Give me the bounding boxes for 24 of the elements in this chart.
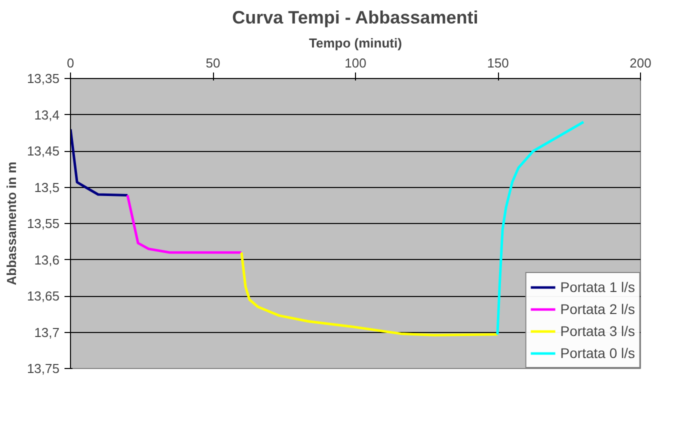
legend-label: Portata 1 l/s [560, 279, 635, 295]
y-tick-label: 13,4 [34, 107, 60, 122]
legend-label: Portata 0 l/s [560, 345, 635, 361]
y-tick-label: 13,55 [26, 216, 60, 231]
x-tick-label: 0 [66, 56, 74, 70]
chart-title: Curva Tempi - Abbassamenti [232, 8, 478, 28]
y-tick-label: 13,75 [26, 361, 60, 376]
y-tick-label: 13,7 [34, 324, 60, 340]
x-tick-label: 50 [206, 56, 220, 70]
y-axis-title: Abbassamento in m [4, 162, 19, 286]
y-tick-label: 13,6 [34, 252, 60, 268]
y-tick-label: 13,45 [26, 144, 60, 158]
x-tick-label: 150 [487, 56, 509, 70]
y-tick-label: 13,35 [26, 71, 60, 86]
x-axis-title: Tempo (minuti) [309, 36, 402, 50]
x-tick-label: 100 [344, 56, 366, 70]
x-tick-label: 200 [630, 56, 652, 70]
line-series [70, 128, 129, 196]
y-tick-label: 13,65 [26, 288, 60, 304]
y-tick-label: 13,5 [34, 180, 60, 195]
line-series [240, 251, 499, 336]
legend-label: Portata 2 l/s [560, 301, 635, 317]
line-series [126, 194, 242, 254]
legend-label: Portata 3 l/s [560, 323, 635, 339]
